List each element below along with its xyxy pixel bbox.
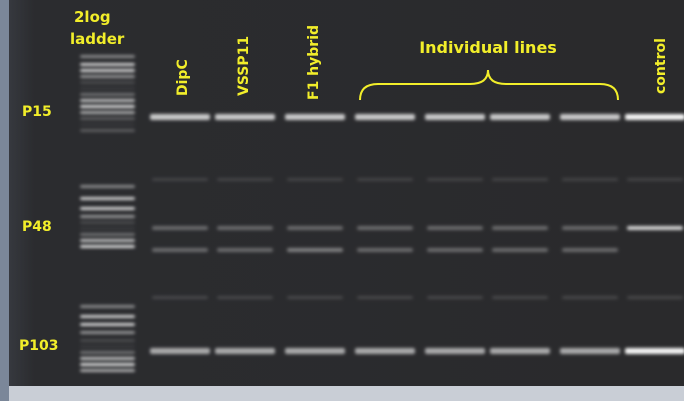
band [562,296,618,299]
band [80,363,135,366]
band [80,345,135,348]
band [80,185,135,188]
band [562,226,618,230]
band [80,207,135,210]
band [80,93,135,96]
band [150,348,210,354]
band [80,369,135,372]
band [425,348,485,354]
band [152,178,208,181]
band [285,348,345,354]
band [80,357,135,360]
band [150,114,210,120]
group-label: Individual lines [419,38,557,57]
band [560,114,620,120]
band [627,296,683,299]
band [80,111,135,114]
band [217,248,273,252]
band [152,296,208,299]
band [425,114,485,120]
band [80,331,135,334]
band [152,226,208,230]
band [80,129,135,132]
band [492,178,548,181]
band [287,296,343,299]
band [427,178,483,181]
band [625,348,684,354]
band [80,81,135,84]
band [357,178,413,181]
band [80,227,135,230]
band [80,323,135,326]
band [490,114,550,120]
band [355,348,415,354]
band [80,197,135,200]
gel-figure: 2log ladder DipC VSSP11 F1 hybrid Indivi… [0,0,684,401]
gel-edge [0,0,9,401]
band [562,178,618,181]
ladder-label: 2log [74,8,111,26]
band [80,55,135,58]
band [492,296,548,299]
row-label: P48 [22,219,52,235]
band [215,348,275,354]
band [80,75,135,78]
band [357,296,413,299]
band [152,248,208,252]
ladder-label: ladder [70,30,125,48]
band [627,226,683,230]
band [287,248,343,252]
band [490,348,550,354]
band [80,351,135,354]
band [80,123,135,126]
band [627,178,683,181]
band [560,348,620,354]
band [427,248,483,252]
band [427,226,483,230]
band [80,233,135,236]
lane-label: DipC [175,59,191,96]
row-label: P103 [19,338,58,354]
band [217,296,273,299]
band [80,69,135,72]
band [287,226,343,230]
band [80,87,135,90]
band [80,117,135,120]
row-label: P15 [22,104,52,120]
band [217,226,273,230]
band [80,315,135,318]
band [357,226,413,230]
band [492,248,548,252]
band [217,178,273,181]
band [625,114,684,120]
page: 2log ladder DipC VSSP11 F1 hybrid Indivi… [0,0,684,401]
band [80,215,135,218]
band [80,245,135,248]
band [80,339,135,342]
band [492,226,548,230]
band [562,248,618,252]
band [80,105,135,108]
band [80,239,135,242]
band [427,296,483,299]
band [357,248,413,252]
band [355,114,415,120]
lane-label: F1 hybrid [306,25,322,100]
band [287,178,343,181]
band [80,221,135,224]
lane-label: VSSP11 [236,36,252,96]
lane-label: control [653,38,669,94]
band [80,99,135,102]
band [80,305,135,308]
band [285,114,345,120]
band [215,114,275,120]
band [80,63,135,66]
